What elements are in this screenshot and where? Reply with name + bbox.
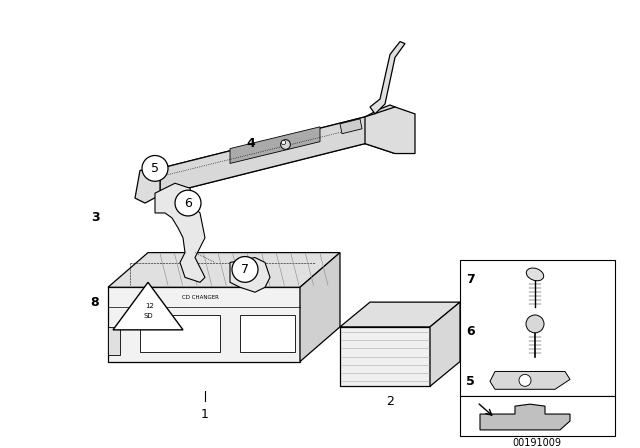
Text: 8: 8: [91, 296, 99, 309]
Circle shape: [175, 190, 201, 216]
Text: SD: SD: [143, 313, 153, 319]
Text: 6: 6: [466, 325, 475, 338]
Polygon shape: [490, 371, 570, 389]
Text: 3: 3: [91, 211, 99, 224]
Text: 2: 2: [386, 395, 394, 408]
Polygon shape: [160, 117, 395, 195]
Polygon shape: [480, 404, 570, 430]
Polygon shape: [230, 127, 320, 164]
Polygon shape: [340, 119, 362, 134]
Polygon shape: [108, 287, 300, 362]
Circle shape: [232, 257, 258, 282]
Ellipse shape: [526, 268, 544, 281]
Polygon shape: [160, 105, 395, 195]
Text: 12: 12: [145, 303, 154, 309]
Polygon shape: [340, 327, 430, 386]
Text: CD CHANGER: CD CHANGER: [182, 295, 218, 300]
Polygon shape: [108, 253, 340, 287]
Polygon shape: [108, 327, 120, 355]
Circle shape: [519, 375, 531, 386]
Text: 5: 5: [466, 375, 475, 388]
Polygon shape: [155, 183, 205, 282]
Polygon shape: [135, 168, 160, 203]
Polygon shape: [365, 107, 415, 154]
Polygon shape: [430, 302, 460, 386]
Text: 6: 6: [184, 197, 192, 210]
Text: 1: 1: [201, 408, 209, 421]
Polygon shape: [230, 258, 270, 292]
Text: 7: 7: [241, 263, 249, 276]
Circle shape: [142, 155, 168, 181]
Polygon shape: [300, 253, 340, 362]
Text: 5: 5: [151, 162, 159, 175]
Polygon shape: [370, 42, 405, 114]
Polygon shape: [340, 302, 460, 327]
Circle shape: [526, 315, 544, 333]
Polygon shape: [140, 315, 220, 352]
Polygon shape: [460, 396, 615, 436]
Polygon shape: [240, 315, 295, 352]
Text: 7: 7: [466, 273, 475, 286]
Text: 4: 4: [246, 137, 255, 150]
Polygon shape: [113, 282, 183, 330]
Polygon shape: [460, 259, 615, 396]
Text: 00191009: 00191009: [513, 438, 561, 448]
